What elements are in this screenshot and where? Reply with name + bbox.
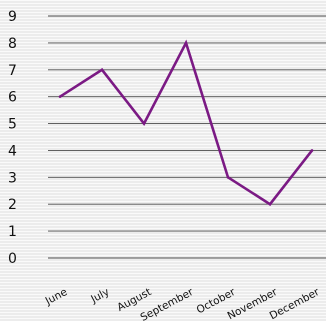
y-tick-label-8: 8 xyxy=(8,36,17,52)
y-axis-tick-labels: 0 1 2 3 4 5 6 7 8 9 xyxy=(8,9,17,267)
data-point-september xyxy=(184,41,188,45)
data-point-june xyxy=(58,95,62,98)
y-tick-label-3: 3 xyxy=(8,170,17,186)
y-tick-label-6: 6 xyxy=(8,90,17,106)
y-tick-label-0: 0 xyxy=(8,251,17,267)
data-point-december xyxy=(310,149,314,152)
y-tick-label-1: 1 xyxy=(8,224,17,240)
y-tick-label-2: 2 xyxy=(8,197,17,213)
data-point-august xyxy=(142,122,146,125)
y-tick-label-9: 9 xyxy=(8,9,17,25)
series xyxy=(58,39,314,206)
data-point-november xyxy=(268,202,272,206)
x-tick-label-june: June xyxy=(43,286,70,308)
y-tick-label-4: 4 xyxy=(8,143,17,159)
data-point-october xyxy=(226,176,230,179)
data-point-july xyxy=(100,68,104,72)
x-tick-label-july: July xyxy=(88,286,111,306)
gridlines xyxy=(48,15,326,259)
y-tick-label-5: 5 xyxy=(8,117,17,133)
y-tick-label-7: 7 xyxy=(8,63,17,79)
